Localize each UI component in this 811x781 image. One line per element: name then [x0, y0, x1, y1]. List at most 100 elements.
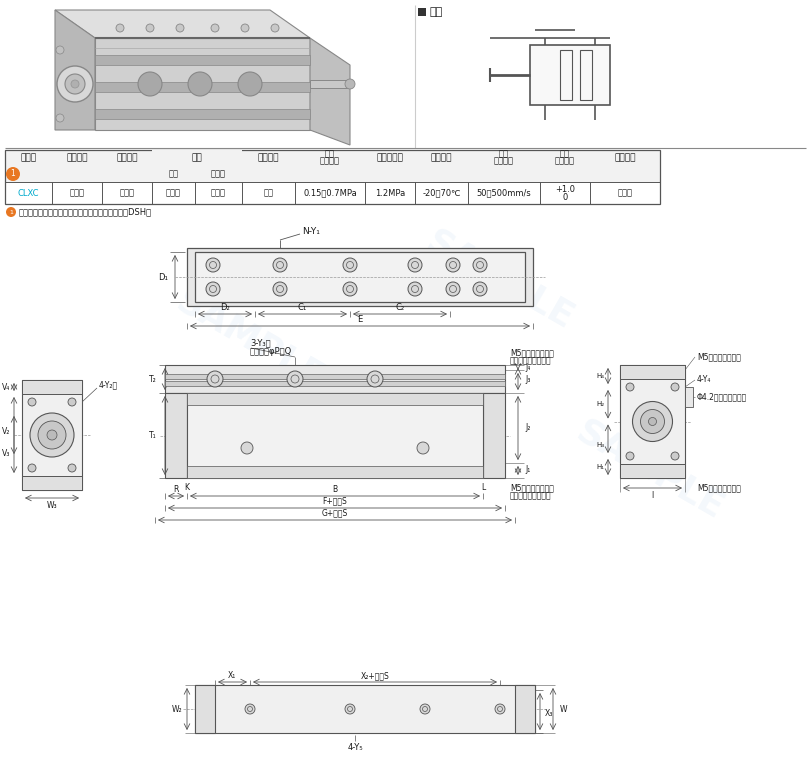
Bar — [310, 80, 350, 88]
Text: 0.15～0.7MPa: 0.15～0.7MPa — [303, 188, 357, 198]
Text: J₄: J₄ — [526, 362, 530, 372]
Text: D₁: D₁ — [158, 273, 168, 281]
Text: 两侧均有，默认封闭: 两侧均有，默认封闭 — [510, 491, 551, 501]
Text: 1: 1 — [11, 169, 15, 179]
Text: 不锈钢: 不锈钢 — [211, 188, 226, 198]
Text: 附磁环: 附磁环 — [70, 188, 84, 198]
Text: 磁性开关需另行选购，建议选配的磁性开关型号为DSH。: 磁性开关需另行选购，建议选配的磁性开关型号为DSH。 — [19, 208, 152, 216]
Circle shape — [671, 452, 679, 460]
Bar — [5, 150, 660, 204]
Text: 速度范围: 速度范围 — [494, 156, 514, 166]
Circle shape — [56, 114, 64, 122]
Text: 缸体: 缸体 — [169, 169, 178, 179]
Text: I: I — [651, 491, 654, 501]
Circle shape — [671, 383, 679, 391]
Text: 3-Y₃通: 3-Y₃通 — [250, 338, 271, 348]
Text: F+行程S: F+行程S — [323, 497, 347, 505]
Circle shape — [207, 371, 223, 387]
Text: J₁: J₁ — [526, 465, 530, 475]
Circle shape — [446, 282, 460, 296]
Bar — [187, 466, 483, 478]
Bar — [165, 374, 505, 379]
Circle shape — [345, 79, 355, 89]
Text: CLXC: CLXC — [18, 188, 39, 198]
Polygon shape — [95, 82, 310, 92]
Circle shape — [343, 282, 357, 296]
Text: 工作介质: 工作介质 — [258, 154, 279, 162]
Circle shape — [68, 398, 76, 406]
Text: 缓冲型式: 缓冲型式 — [614, 154, 636, 162]
Circle shape — [188, 72, 212, 96]
Circle shape — [495, 704, 505, 714]
Bar — [620, 464, 685, 478]
Circle shape — [6, 207, 16, 217]
Circle shape — [28, 398, 36, 406]
Text: 动作方式: 动作方式 — [116, 154, 138, 162]
Circle shape — [273, 282, 287, 296]
Polygon shape — [310, 38, 350, 145]
Text: -20～70℃: -20～70℃ — [423, 188, 461, 198]
Bar — [560, 50, 572, 100]
Text: 有无磁环: 有无磁环 — [67, 154, 88, 162]
Circle shape — [367, 371, 383, 387]
Text: 行程: 行程 — [560, 149, 570, 159]
Bar — [22, 476, 82, 490]
Text: K: K — [184, 483, 190, 493]
Text: SAMPLE: SAMPLE — [420, 224, 580, 336]
Circle shape — [343, 258, 357, 272]
Text: H₄: H₄ — [596, 373, 604, 379]
Bar — [5, 150, 660, 182]
Circle shape — [273, 258, 287, 272]
Text: 复动型: 复动型 — [119, 188, 135, 198]
Bar — [165, 393, 187, 478]
Circle shape — [241, 442, 253, 454]
Text: 活塞杆: 活塞杆 — [211, 169, 226, 179]
Text: C₁: C₁ — [298, 302, 307, 312]
Circle shape — [56, 46, 64, 54]
Circle shape — [47, 430, 57, 440]
Bar — [187, 393, 483, 478]
Text: H₁: H₁ — [596, 464, 604, 470]
Bar — [580, 50, 592, 100]
Circle shape — [473, 258, 487, 272]
Bar — [152, 150, 242, 166]
Text: C₂: C₂ — [396, 302, 405, 312]
Bar — [195, 685, 215, 733]
Text: B: B — [333, 486, 337, 494]
Text: 保证耐压力: 保证耐压力 — [376, 154, 403, 162]
Text: J₃: J₃ — [526, 375, 530, 383]
Circle shape — [287, 371, 303, 387]
Text: G+行程S: G+行程S — [322, 508, 348, 518]
Text: V₂: V₂ — [2, 426, 11, 436]
Circle shape — [408, 258, 422, 272]
Text: W: W — [560, 704, 567, 714]
Circle shape — [245, 704, 255, 714]
Circle shape — [6, 167, 20, 181]
Text: 两侧均有，默认封闭: 两侧均有，默认封闭 — [510, 356, 551, 366]
Circle shape — [176, 24, 184, 32]
Circle shape — [206, 282, 220, 296]
Circle shape — [417, 442, 429, 454]
Bar — [165, 365, 505, 393]
Text: 材质: 材质 — [191, 154, 203, 162]
Text: 4-Y₄: 4-Y₄ — [697, 376, 711, 384]
Text: M5（伸出通气孔）: M5（伸出通气孔） — [697, 352, 741, 362]
Circle shape — [116, 24, 124, 32]
Circle shape — [649, 418, 656, 426]
Text: Φ4.2（磁性开关槽）: Φ4.2（磁性开关槽） — [697, 393, 747, 401]
Text: M5（缩回通气孔）: M5（缩回通气孔） — [697, 483, 741, 493]
Circle shape — [633, 401, 672, 441]
Circle shape — [408, 282, 422, 296]
Circle shape — [38, 421, 66, 449]
Text: W₃: W₃ — [47, 501, 58, 511]
Text: 50～500mm/s: 50～500mm/s — [477, 188, 531, 198]
Text: 类型码: 类型码 — [20, 154, 36, 162]
Text: T₁: T₁ — [149, 431, 157, 440]
Text: 使用: 使用 — [325, 149, 335, 159]
Text: 压力范围: 压力范围 — [320, 156, 340, 166]
Circle shape — [30, 413, 74, 457]
Text: 铝合金: 铝合金 — [166, 188, 181, 198]
Text: +1.0: +1.0 — [555, 184, 575, 194]
Circle shape — [138, 72, 162, 96]
Circle shape — [626, 452, 634, 460]
